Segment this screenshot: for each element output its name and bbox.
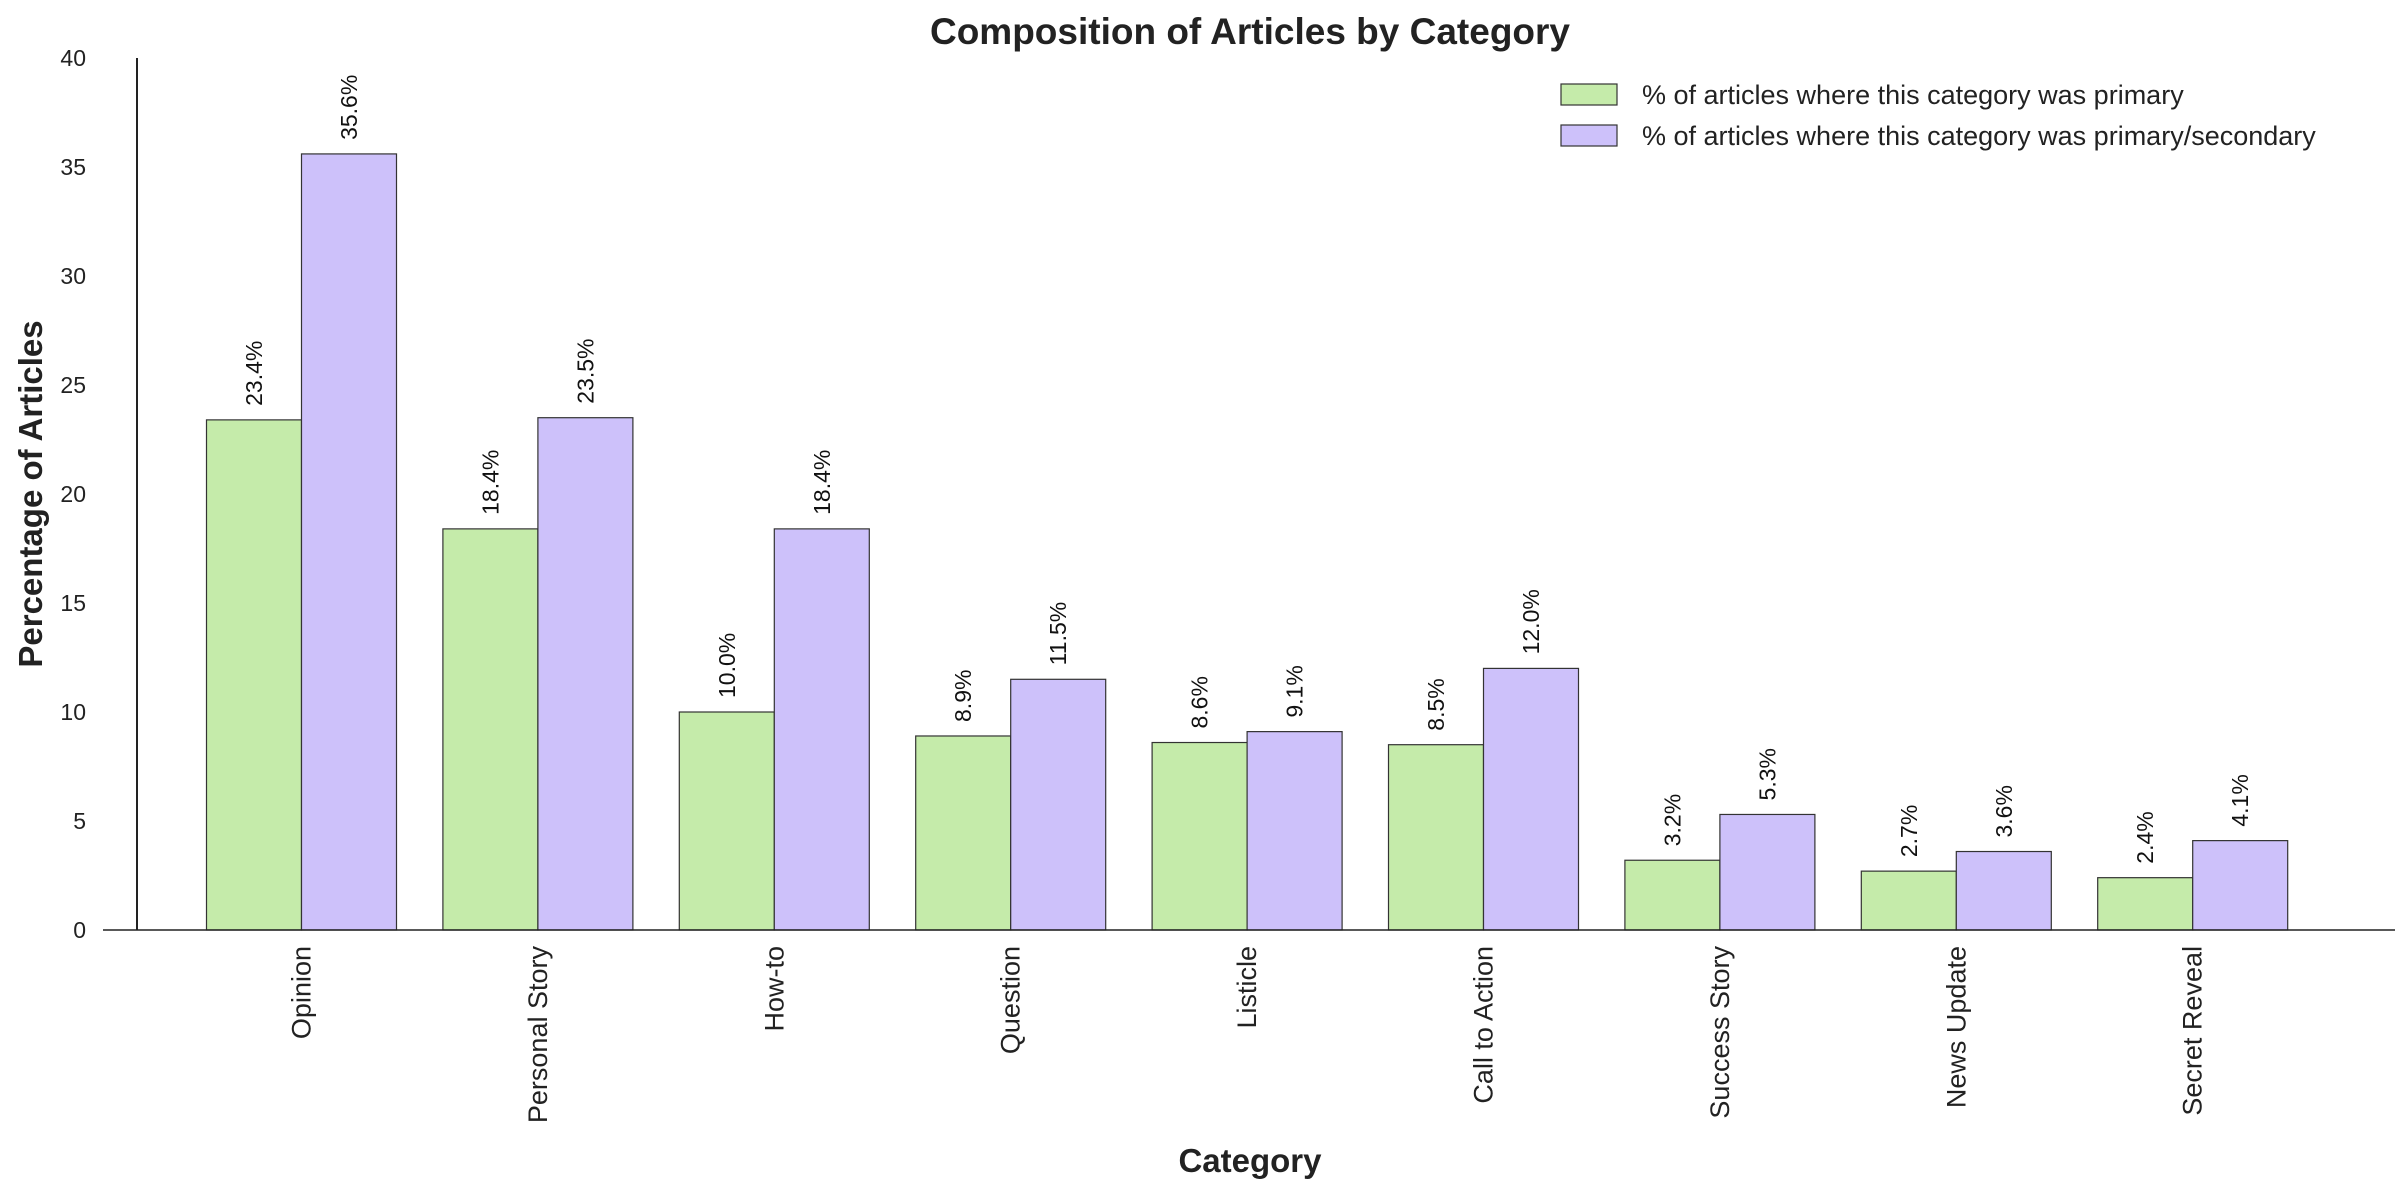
legend-label: % of articles where this category was pr… — [1642, 80, 2184, 110]
data-label: 4.1% — [2227, 774, 2253, 826]
data-label: 11.5% — [1045, 602, 1071, 666]
bar-primary — [1624, 859, 1721, 931]
data-label: 2.4% — [2132, 811, 2158, 863]
y-tick-label: 35 — [60, 154, 86, 180]
bar-primary-secondary — [1482, 667, 1580, 931]
y-axis-label: Percentage of Articles — [12, 320, 49, 667]
x-tick-label: How-to — [759, 946, 789, 1032]
bar-primary-secondary — [1010, 678, 1107, 931]
data-label: 10.0% — [714, 633, 740, 698]
data-label: 5.3% — [1754, 748, 1780, 800]
bar-primary-secondary — [537, 417, 634, 931]
x-tick-label: Secret Reveal — [2178, 946, 2208, 1116]
legend: % of articles where this category was pr… — [1560, 80, 2316, 151]
data-label: 9.1% — [1282, 665, 1308, 717]
bar-primary-secondary — [1246, 731, 1343, 931]
data-label: 35.6% — [336, 75, 362, 140]
y-tick-label: 15 — [60, 590, 86, 616]
bar-primary-secondary — [773, 528, 870, 931]
bar-primary-secondary — [1955, 850, 2052, 931]
y-tick-label: 30 — [60, 263, 86, 289]
x-tick-label: Success Story — [1705, 946, 1735, 1119]
x-tick-label: Call to Action — [1469, 946, 1499, 1104]
y-tick-label: 5 — [73, 808, 86, 834]
x-tick-label: Listicle — [1232, 946, 1262, 1029]
data-label: 8.5% — [1423, 678, 1449, 730]
bar-primary — [442, 528, 539, 931]
bar-primary — [1387, 744, 1485, 931]
x-tick-label: Question — [996, 946, 1026, 1054]
data-label: 23.4% — [241, 341, 267, 406]
bar-primary — [915, 735, 1012, 931]
legend-swatch — [1560, 83, 1618, 106]
bar-primary — [1860, 870, 1957, 931]
x-tick-label: Opinion — [287, 946, 317, 1039]
data-label: 8.6% — [1187, 676, 1213, 728]
y-tick-label: 25 — [60, 372, 86, 398]
bar-primary — [1151, 741, 1248, 931]
data-label: 3.2% — [1659, 794, 1685, 846]
chart-title: Composition of Articles by Category — [930, 11, 1570, 52]
x-axis-label: Category — [1178, 1142, 1322, 1179]
plot-area: 0 5 10 15 20 25 30 35 40 23.4% 35.6% Opinion 18.4% 23… — [60, 45, 2289, 1124]
y-tick-label: 40 — [60, 45, 86, 71]
data-label: 2.7% — [1896, 805, 1922, 857]
bar-primary-secondary — [1719, 813, 1816, 931]
y-tick-label: 10 — [60, 699, 86, 725]
y-tick-label: 20 — [60, 481, 86, 507]
data-label: 23.5% — [572, 338, 598, 403]
bar-primary — [205, 419, 303, 931]
bar-primary — [2097, 877, 2194, 931]
bar-primary-secondary — [300, 153, 398, 931]
data-label: 8.9% — [950, 670, 976, 722]
legend-swatch — [1560, 124, 1618, 147]
data-label: 18.4% — [477, 450, 503, 515]
x-tick-label: News Update — [1941, 946, 1971, 1108]
y-tick-label: 0 — [73, 917, 86, 943]
data-label: 3.6% — [1991, 785, 2017, 837]
bar-primary-secondary — [2192, 840, 2289, 931]
data-label: 18.4% — [809, 450, 835, 515]
x-tick-label: Personal Story — [523, 946, 553, 1124]
legend-label: % of articles where this category was pr… — [1642, 121, 2316, 151]
bar-primary — [678, 711, 775, 931]
data-label: 12.0% — [1518, 589, 1544, 654]
